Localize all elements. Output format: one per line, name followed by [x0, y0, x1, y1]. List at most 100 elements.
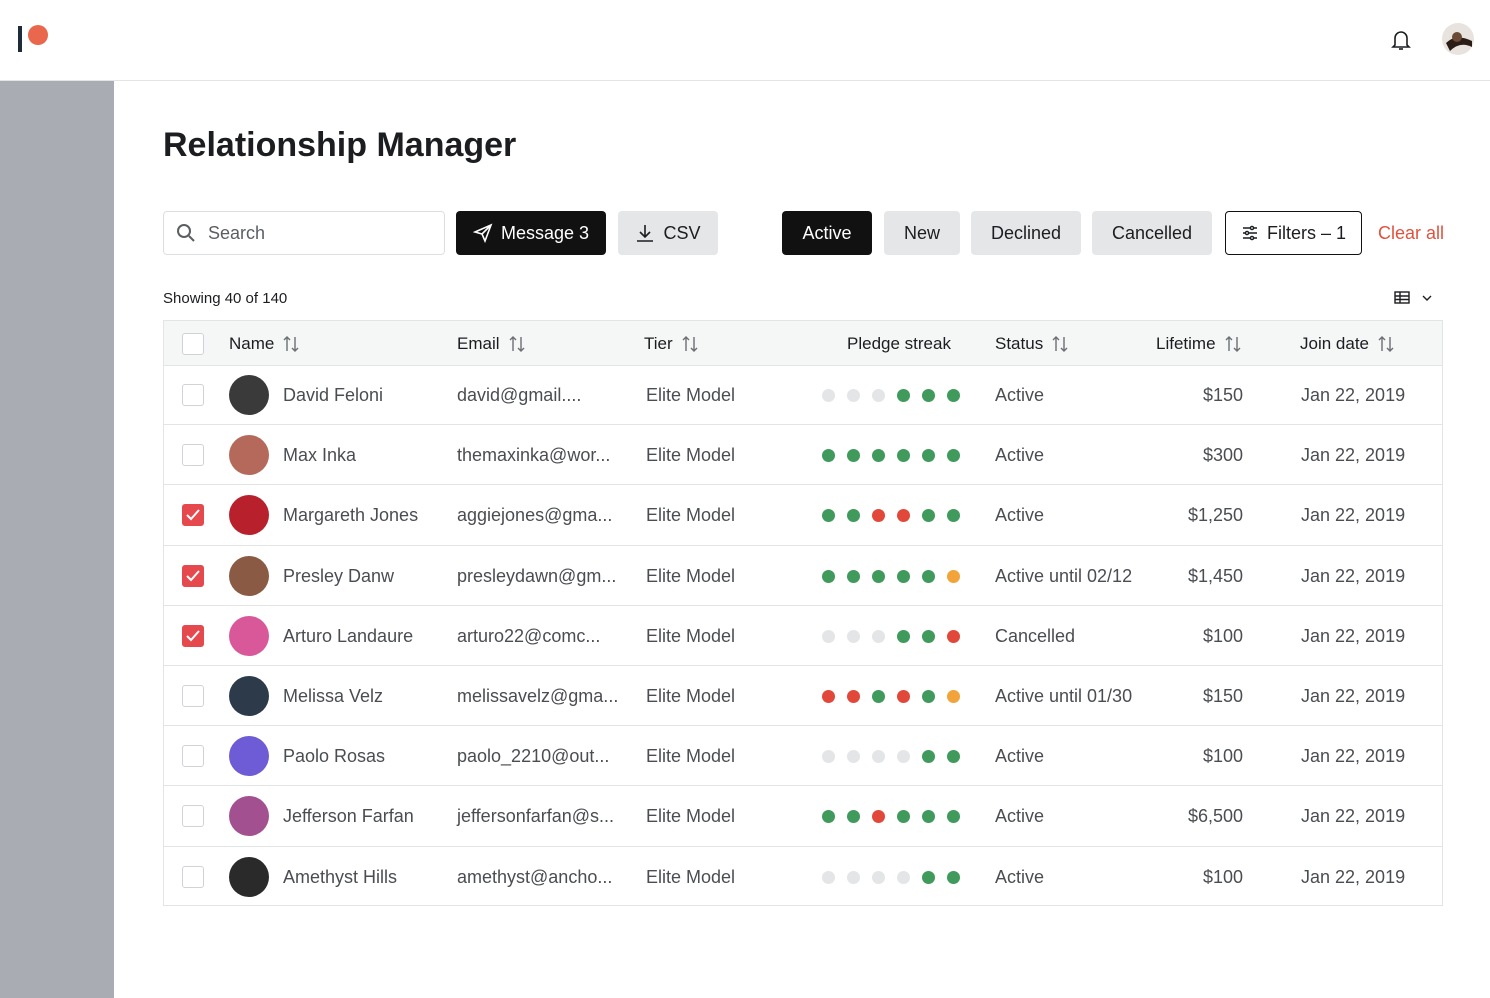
streak-dot: [922, 449, 935, 463]
member-email: arturo22@comc...: [457, 625, 601, 646]
sliders-icon: [1242, 225, 1257, 241]
member-name: Jefferson Farfan: [283, 806, 414, 827]
table-row[interactable]: Arturo Landaure arturo22@comc... Elite Mod…: [164, 606, 1442, 666]
member-name: David Feloni: [283, 385, 384, 405]
member-join-date: Jan 22, 2019: [1301, 625, 1406, 646]
column-header[interactable]: Status: [995, 334, 1069, 354]
member-lifetime: $100: [1202, 625, 1243, 646]
streak-dot: [922, 870, 935, 884]
member-name: Arturo Landaure: [283, 625, 414, 646]
bell-icon[interactable]: [1389, 28, 1413, 52]
search-box[interactable]: Search: [163, 211, 445, 255]
column-header[interactable]: Join date: [1300, 334, 1395, 354]
member-join-date: Jan 22, 2019: [1301, 866, 1406, 887]
member-email: aggiejones@gma...: [457, 505, 613, 526]
member-avatar: [229, 676, 269, 716]
row-checkbox[interactable]: [182, 624, 204, 647]
member-avatar: [229, 435, 269, 476]
table-row[interactable]: Presley Danw presleydawn@gm... Elite Model…: [164, 546, 1442, 606]
row-checkbox[interactable]: [182, 444, 204, 467]
member-email: melissavelz@gma...: [457, 686, 619, 706]
streak-dot: [822, 449, 835, 463]
member-avatar: [229, 615, 269, 656]
streak-dot: [947, 629, 960, 643]
member-status: Active until 01/30: [995, 686, 1133, 706]
member-lifetime: $1,450: [1187, 565, 1243, 586]
sort-icon[interactable]: [1224, 335, 1242, 353]
column-label: Lifetime: [1156, 334, 1216, 353]
streak-dot: [897, 389, 910, 402]
row-checkbox[interactable]: [182, 685, 204, 707]
member-email: jeffersonfarfan@s...: [457, 806, 615, 827]
streak-dot: [922, 810, 935, 824]
row-checkbox[interactable]: [182, 384, 204, 406]
member-status: Cancelled: [995, 625, 1076, 646]
streak-dot: [872, 449, 885, 463]
row-checkbox[interactable]: [182, 504, 204, 527]
view-toggle[interactable]: [1394, 290, 1436, 306]
member-tier: Elite Model: [646, 746, 736, 767]
streak-dot: [922, 690, 935, 703]
column-header[interactable]: Email: [457, 334, 526, 354]
table-row[interactable]: David Feloni david@gmail.... Elite Model Ac…: [164, 365, 1442, 426]
table-row[interactable]: Margareth Jones aggiejones@gma... Elite Mo…: [164, 485, 1442, 546]
streak-dot: [947, 569, 960, 583]
filter-chip[interactable]: Cancelled: [1092, 211, 1212, 255]
row-checkbox[interactable]: [182, 564, 204, 587]
streak-dot: [897, 569, 910, 583]
streak-dot: [897, 449, 910, 463]
csv-button[interactable]: CSV: [618, 211, 718, 255]
member-tier: Elite Model: [646, 565, 736, 586]
message-button[interactable]: Message 3: [456, 211, 606, 255]
filter-chip[interactable]: Active: [782, 211, 872, 255]
table-row[interactable]: Amethyst Hills amethyst@ancho... Elite Mod…: [164, 847, 1442, 907]
table-row[interactable]: Jefferson Farfan jeffersonfarfan@s... Elit…: [164, 786, 1442, 847]
column-header[interactable]: Lifetime: [1156, 334, 1242, 354]
member-lifetime: $150: [1202, 686, 1243, 706]
member-join-date: Jan 22, 2019: [1301, 445, 1406, 466]
streak-dot: [947, 810, 960, 824]
member-status: Active: [995, 505, 1045, 526]
column-header[interactable]: Tier: [644, 334, 699, 354]
streak-dot: [822, 569, 835, 583]
member-join-date: Jan 22, 2019: [1301, 565, 1406, 586]
streak-dot: [872, 509, 885, 523]
row-checkbox[interactable]: [182, 865, 204, 888]
table-row[interactable]: Max Inka themaxinka@wor... Elite Model Acti…: [164, 425, 1442, 486]
streak-dot: [872, 810, 885, 824]
streak-dot: [822, 750, 835, 764]
streak-dot: [847, 449, 860, 463]
streak-dot: [947, 449, 960, 463]
row-checkbox[interactable]: [182, 805, 204, 828]
filters-button[interactable]: Filters – 1: [1225, 211, 1362, 255]
user-avatar[interactable]: [1442, 23, 1474, 55]
filter-chip[interactable]: Declined: [971, 211, 1081, 255]
member-tier: Elite Model: [646, 686, 736, 706]
streak-dot: [897, 750, 910, 764]
member-status: Active: [995, 746, 1045, 767]
column-header[interactable]: Name: [229, 334, 300, 354]
table-row[interactable]: Melissa Velz melissavelz@gma... Elite Mode…: [164, 666, 1442, 727]
member-status: Active: [995, 385, 1045, 405]
button-label: Message 3: [500, 222, 590, 243]
filter-chip[interactable]: New: [884, 211, 960, 255]
table-row[interactable]: Paolo Rosas paolo_2210@out... Elite Model A…: [164, 726, 1442, 787]
sort-icon[interactable]: [681, 335, 699, 353]
column-label: Pledge streak: [847, 334, 951, 353]
select-all-checkbox[interactable]: [182, 333, 204, 355]
row-checkbox[interactable]: [182, 745, 204, 768]
member-join-date: Jan 22, 2019: [1301, 686, 1406, 706]
logo[interactable]: [16, 22, 52, 56]
streak-dot: [922, 569, 935, 583]
sort-icon[interactable]: [282, 335, 300, 353]
column-label: Status: [995, 334, 1044, 353]
streak-dot: [922, 629, 935, 643]
sort-icon[interactable]: [1377, 335, 1395, 353]
sort-icon[interactable]: [1051, 335, 1069, 353]
streak-dot: [872, 389, 885, 402]
clear-all-link[interactable]: Clear all: [1378, 223, 1445, 243]
sort-icon[interactable]: [508, 335, 526, 353]
member-tier: Elite Model: [646, 866, 736, 887]
member-tier: Elite Model: [646, 445, 736, 466]
streak-dot: [947, 750, 960, 764]
